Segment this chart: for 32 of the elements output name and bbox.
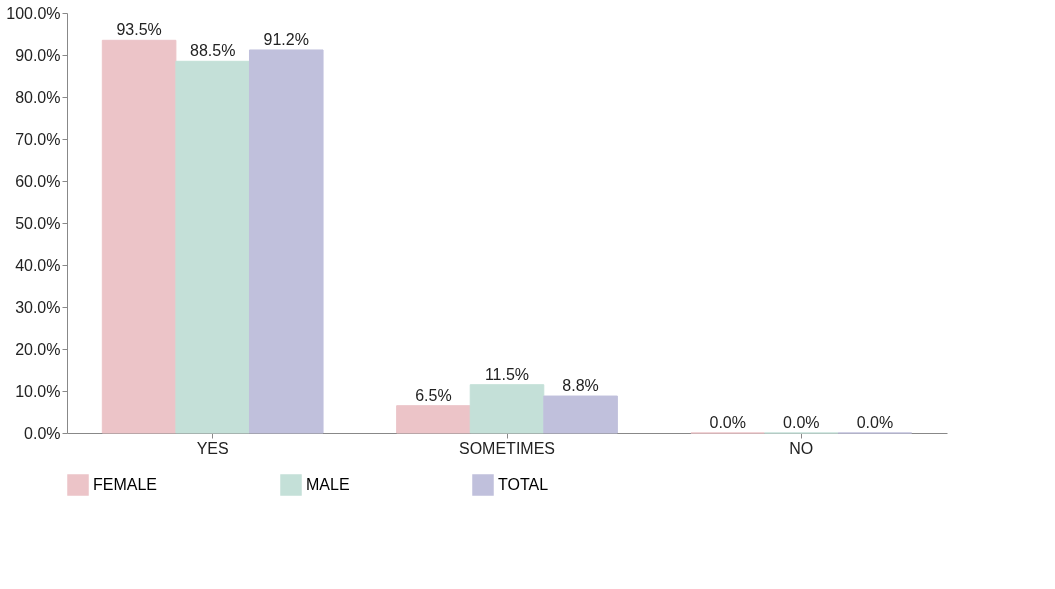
bar (175, 60, 250, 434)
y-tick-label: 50.0% (15, 214, 61, 232)
legend-label: TOTAL (498, 476, 549, 493)
x-tick-label: NO (789, 439, 814, 457)
data-label: 88.5% (190, 42, 236, 60)
y-tick-label: 80.0% (15, 88, 61, 106)
y-tick-label: 100.0% (6, 4, 61, 22)
bar (248, 49, 324, 434)
bar (396, 405, 471, 434)
x-tick-label: YES (196, 439, 229, 457)
legend-label: FEMALE (93, 476, 158, 493)
y-tick-label: 10.0% (15, 382, 61, 400)
data-label: 0.0% (856, 414, 894, 431)
y-tick-label: 70.0% (15, 130, 61, 148)
data-label: 0.0% (783, 414, 820, 431)
bar (469, 384, 545, 434)
legend-label: MALE (306, 476, 350, 493)
y-tick-label: 20.0% (15, 340, 61, 358)
y-tick-label: 40.0% (15, 256, 61, 274)
y-tick-label: 60.0% (15, 172, 61, 190)
data-label: 93.5% (116, 21, 162, 39)
bar (101, 39, 177, 434)
data-label: 6.5% (415, 386, 452, 404)
data-label: 0.0% (709, 414, 746, 431)
y-tick-label: 30.0% (15, 298, 61, 316)
y-tick-label: 0.0% (24, 424, 61, 442)
y-tick-label: 90.0% (15, 46, 61, 64)
data-label: 91.2% (263, 30, 309, 48)
data-label: 11.5% (484, 365, 530, 383)
bar (543, 395, 618, 434)
x-tick-label: SOMETIMES (458, 439, 556, 457)
data-label: 8.8% (562, 377, 599, 395)
